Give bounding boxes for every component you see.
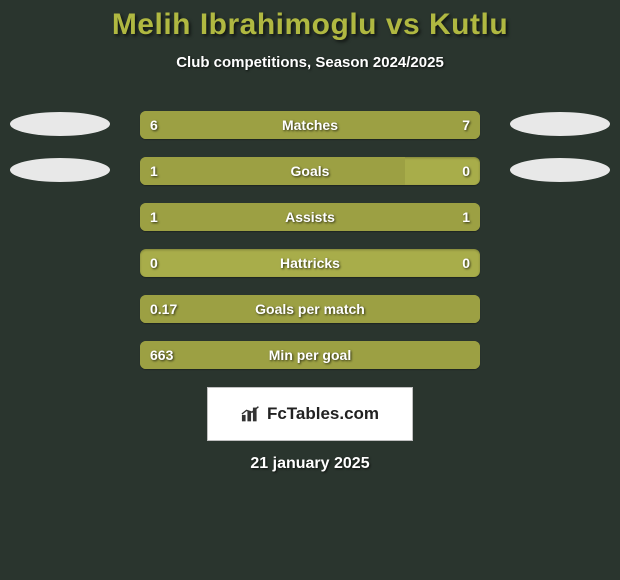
stat-row: 663Min per goal	[0, 341, 620, 369]
stat-label: Matches	[140, 111, 480, 139]
comparison-infographic: Melih Ibrahimoglu vs Kutlu Club competit…	[0, 0, 620, 580]
player-placeholder-right	[510, 158, 610, 182]
stat-bar: 10Goals	[140, 157, 480, 185]
player-placeholder-right	[510, 112, 610, 136]
stat-label: Min per goal	[140, 341, 480, 369]
date-label: 21 january 2025	[0, 455, 620, 473]
subtitle: Club competitions, Season 2024/2025	[0, 54, 620, 71]
page-title: Melih Ibrahimoglu vs Kutlu	[0, 8, 620, 42]
player-placeholder-left	[10, 158, 110, 182]
stat-row: 00Hattricks	[0, 249, 620, 277]
stat-bar: 663Min per goal	[140, 341, 480, 369]
logo-text: FcTables.com	[267, 404, 379, 424]
stat-bar: 00Hattricks	[140, 249, 480, 277]
stats-rows: 67Matches 10Goals 11Assists 00Hattricks 0.17…	[0, 111, 620, 369]
stat-bar: 67Matches	[140, 111, 480, 139]
chart-bars-icon	[241, 405, 263, 423]
stat-row: 67Matches	[0, 111, 620, 139]
stat-row: 11Assists	[0, 203, 620, 231]
stat-row: 0.17Goals per match	[0, 295, 620, 323]
stat-label: Goals per match	[140, 295, 480, 323]
stat-bar: 11Assists	[140, 203, 480, 231]
logo-box: FcTables.com	[207, 387, 413, 441]
stat-row: 10Goals	[0, 157, 620, 185]
stat-label: Assists	[140, 203, 480, 231]
stat-label: Hattricks	[140, 249, 480, 277]
stat-label: Goals	[140, 157, 480, 185]
player-placeholder-left	[10, 112, 110, 136]
stat-bar: 0.17Goals per match	[140, 295, 480, 323]
